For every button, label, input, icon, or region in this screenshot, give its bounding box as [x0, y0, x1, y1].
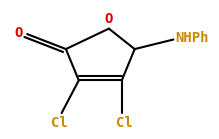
Text: NHPh: NHPh [175, 31, 209, 45]
Text: O: O [105, 12, 113, 26]
Text: Cl: Cl [51, 116, 68, 130]
Text: Cl: Cl [116, 116, 132, 130]
Text: O: O [14, 26, 23, 40]
